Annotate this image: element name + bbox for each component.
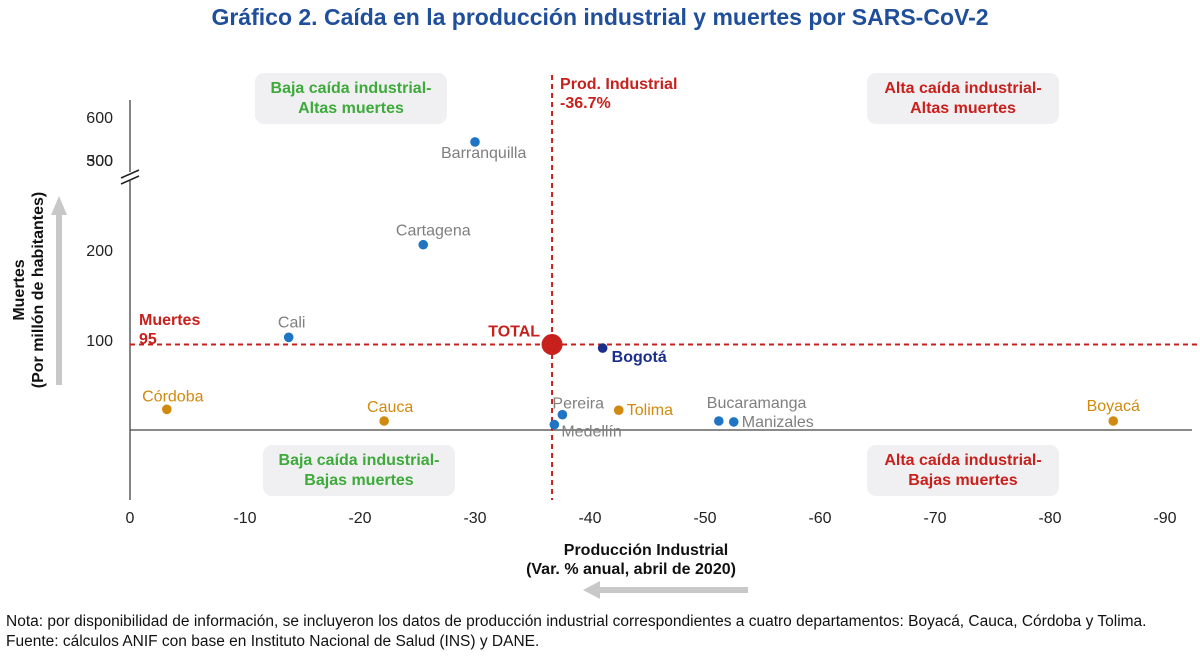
quadrant-label: Baja caída industrial-	[271, 80, 432, 97]
quadrant-label: Alta caída industrial-	[884, 80, 1041, 97]
data-label-boyaca: Boyacá	[1087, 398, 1140, 415]
axis-break-gap	[122, 172, 138, 181]
data-point-cauca	[379, 416, 389, 426]
data-label-cordoba: Córdoba	[142, 388, 203, 405]
x-axis-subtitle: (Var. % anual, abril de 2020)	[526, 561, 736, 578]
data-point-barranquilla	[470, 137, 480, 147]
data-label-bogota: Bogotá	[612, 349, 667, 366]
axis-break-mark	[120, 169, 140, 179]
x-tick-label: -20	[348, 510, 371, 527]
x-axis-arrow-shaft	[600, 587, 748, 593]
x-tick-label: -60	[808, 510, 831, 527]
data-point-medellin	[549, 419, 560, 430]
quadrant-box	[255, 73, 447, 124]
data-label-barranquilla: Barranquilla	[441, 145, 526, 162]
data-point-pereira	[557, 409, 568, 420]
data-point-tolima	[613, 405, 624, 416]
quadrant-box	[263, 445, 455, 496]
x-axis-arrow-head	[583, 581, 600, 599]
y-tick-label: 300	[86, 153, 113, 170]
x-tick-label: -50	[693, 510, 716, 527]
data-point-total	[541, 334, 563, 355]
y-tick-label: 600	[86, 110, 113, 127]
y-tick-label: 500	[86, 153, 113, 170]
data-point-bogota	[597, 343, 608, 353]
data-label-manizales: Manizales	[742, 414, 814, 431]
horizontal-reference-value: 95	[139, 331, 157, 348]
data-point-cali	[283, 332, 294, 343]
y-tick-label: 200	[86, 243, 113, 260]
data-label-medellin: Medellín	[561, 424, 621, 441]
data-point-bucaramanga	[714, 416, 724, 426]
vertical-reference-label: Prod. Industrial	[560, 76, 677, 93]
source-line: Fuente: cálculos ANIF con base en Instit…	[6, 633, 540, 650]
y-tick-label: 100	[86, 333, 113, 350]
quadrant-label: Altas muertes	[298, 100, 404, 117]
quadrant-label: Altas muertes	[910, 100, 1016, 117]
scatter-chart: Baja caída industrial- Altas muertes Alta …	[11, 73, 1200, 599]
data-point-boyaca	[1108, 416, 1119, 426]
horizontal-reference-label: Muertes	[139, 312, 200, 329]
data-label-tolima: Tolima	[627, 402, 673, 419]
x-axis-title: Producción Industrial	[564, 542, 728, 559]
y-axis-arrow-shaft	[56, 215, 62, 385]
x-tick-label: -70	[923, 510, 946, 527]
quadrant-box	[867, 445, 1059, 496]
data-point-cartagena	[418, 239, 429, 250]
x-tick-label: -10	[233, 510, 256, 527]
x-tick-label: -30	[463, 510, 486, 527]
note-line: Nota: por disponibilidad de información,…	[6, 613, 1147, 630]
quadrant-label: Alta caída industrial-	[884, 452, 1041, 469]
chart-note: Nota: por disponibilidad de información,…	[6, 612, 1146, 652]
y-axis-title: Muertes	[11, 259, 28, 320]
data-label-pereira: Pereira	[552, 396, 604, 413]
quadrant-box	[867, 73, 1059, 124]
quadrant-label: Baja caída industrial-	[279, 452, 440, 469]
data-label-bucaramanga: Bucaramanga	[707, 395, 807, 412]
data-label-cartagena: Cartagena	[396, 223, 471, 240]
vertical-reference-value: -36.7%	[560, 95, 611, 112]
data-label-cauca: Cauca	[367, 399, 413, 416]
x-tick-label: -80	[1038, 510, 1061, 527]
x-tick-label: 0	[126, 510, 135, 527]
x-tick-label: -90	[1153, 510, 1176, 527]
quadrant-label: Bajas muertes	[304, 472, 413, 489]
data-point-cordoba	[162, 404, 172, 415]
axis-break-mark	[120, 175, 140, 185]
data-label-total: TOTAL	[488, 324, 540, 341]
data-label-cali: Cali	[278, 314, 306, 331]
x-tick-label: -40	[578, 510, 601, 527]
data-point-manizales	[728, 417, 739, 427]
quadrant-label: Bajas muertes	[908, 472, 1017, 489]
y-axis-arrow-head	[51, 196, 67, 215]
y-axis-subtitle: (Por millón de habitantes)	[30, 192, 47, 388]
chart-title: Gráfico 2. Caída en la producción indust…	[211, 4, 989, 30]
